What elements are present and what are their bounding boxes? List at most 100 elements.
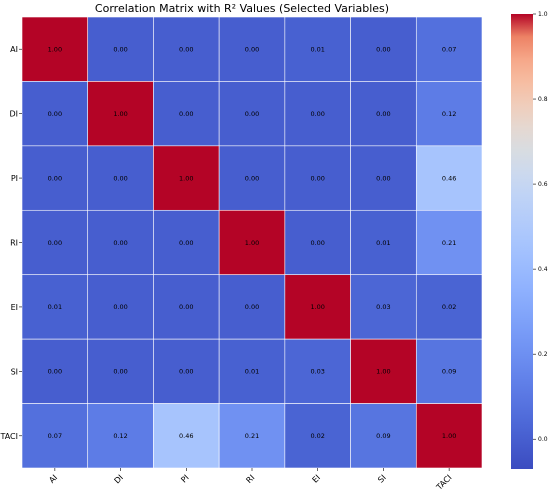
heatmap-cell-DI-EI xyxy=(284,81,351,147)
x-tick-label: PI xyxy=(179,473,190,484)
cell-value-label: 0.00 xyxy=(310,110,324,118)
cell-value-label: 1.00 xyxy=(179,174,193,182)
colorbar-tick-label: 0.6 xyxy=(538,181,548,188)
heatmap-cell-AI-AI xyxy=(21,16,89,82)
cell-value-label: 0.01 xyxy=(310,46,324,54)
cell-value-label: 0.09 xyxy=(376,432,390,440)
cell-value-label: 0.01 xyxy=(245,368,259,376)
cell-value-label: 0.00 xyxy=(179,46,193,54)
x-tick-label: EI xyxy=(311,473,323,485)
heatmap-cell-PI-DI xyxy=(87,145,154,211)
cell-value-label: 0.03 xyxy=(376,303,390,311)
heatmap-cell-RI-TACI xyxy=(415,209,483,276)
heatmap-cell-SI-DI xyxy=(87,338,154,404)
heatmap-cell-AI-SI xyxy=(350,16,417,82)
heatmap-cell-AI-EI xyxy=(284,16,351,82)
x-tick-label: AI xyxy=(47,473,59,485)
cell-value-label: 0.00 xyxy=(376,110,390,118)
y-tick-label: RI xyxy=(10,239,18,248)
cell-value-label: 0.00 xyxy=(245,303,259,311)
heatmap-cell-PI-EI xyxy=(284,145,351,211)
cell-value-label: 0.00 xyxy=(245,174,259,182)
cell-value-label: 0.00 xyxy=(376,174,390,182)
heatmap-cell-AI-DI xyxy=(87,16,154,82)
heatmap-cell-RI-SI xyxy=(350,209,417,276)
cell-value-label: 1.00 xyxy=(310,303,324,311)
cell-value-label: 0.00 xyxy=(179,368,193,376)
heatmap-cell-SI-PI xyxy=(153,338,220,404)
heatmap-cell-PI-TACI xyxy=(415,145,483,211)
x-tick-label: DI xyxy=(113,473,125,485)
heatmap-cell-DI-TACI xyxy=(415,81,483,147)
cell-value-label: 0.00 xyxy=(179,110,193,118)
heatmap-cell-RI-RI xyxy=(218,209,286,276)
x-tick-label: RI xyxy=(244,473,256,485)
cell-value-label: 1.00 xyxy=(442,432,456,440)
cell-value-label: 0.00 xyxy=(113,239,127,247)
x-tick-label: SI xyxy=(376,473,388,485)
heatmap-cell-EI-TACI xyxy=(415,274,483,340)
cell-value-label: 0.00 xyxy=(48,239,62,247)
y-tick-label: SI xyxy=(11,367,18,376)
cell-value-label: 0.01 xyxy=(376,239,390,247)
colorbar-tick-label: 0.8 xyxy=(538,96,548,103)
cell-value-label: 0.07 xyxy=(48,432,62,440)
heatmap-cell-RI-AI xyxy=(21,209,89,276)
x-tick-label: TACI xyxy=(434,473,453,492)
cell-value-label: 0.02 xyxy=(442,303,456,311)
cell-value-label: 0.00 xyxy=(245,46,259,54)
heatmap-cell-PI-RI xyxy=(218,145,286,211)
cell-value-label: 0.07 xyxy=(442,46,456,54)
y-tick-label: EI xyxy=(11,303,18,312)
heatmap-cell-labels: 1.00 0.00 0.00 0.00 0.01 0.00 0.07 0.00 1.00 0.00… xyxy=(48,46,457,441)
colorbar: 0.0 0.2 0.4 0.6 0.8 1.0 xyxy=(511,11,548,469)
cell-value-label: 0.09 xyxy=(442,368,456,376)
heatmap-cell-SI-RI xyxy=(218,338,286,404)
cell-value-label: 0.03 xyxy=(310,368,324,376)
colorbar-tick-label: 0.0 xyxy=(538,436,548,443)
heatmap-cell-DI-AI xyxy=(21,81,89,147)
heatmap-cell-TACI-PI xyxy=(153,403,220,469)
y-tick-label: DI xyxy=(9,110,18,119)
colorbar-tick-label: 0.4 xyxy=(538,266,548,273)
x-axis-ticks: AI DI PI RI EI SI TACI xyxy=(47,468,454,493)
y-tick-label: AI xyxy=(10,45,18,54)
heatmap-cell-AI-RI xyxy=(218,16,286,82)
cell-value-label: 0.00 xyxy=(113,368,127,376)
heatmap-cell-RI-DI xyxy=(87,209,154,276)
cell-value-label: 0.00 xyxy=(113,303,127,311)
cell-value-label: 0.00 xyxy=(310,174,324,182)
cell-value-label: 0.12 xyxy=(442,110,456,118)
cell-value-label: 0.00 xyxy=(113,46,127,54)
heatmap-cell-EI-PI xyxy=(153,274,220,340)
cell-value-label: 0.46 xyxy=(179,432,193,440)
cell-value-label: 0.00 xyxy=(48,110,62,118)
cell-value-label: 1.00 xyxy=(245,239,259,247)
cell-value-label: 0.00 xyxy=(376,46,390,54)
cell-value-label: 0.00 xyxy=(48,368,62,376)
heatmap-cell-SI-TACI xyxy=(415,338,483,404)
heatmap-cell-EI-AI xyxy=(21,274,89,340)
cell-value-label: 0.00 xyxy=(113,174,127,182)
y-tick-label: TACI xyxy=(0,432,18,441)
colorbar-gradient xyxy=(511,14,533,469)
cell-value-label: 0.01 xyxy=(48,303,62,311)
heatmap-cell-AI-PI xyxy=(153,16,220,82)
heatmap-cell-SI-EI xyxy=(284,338,351,404)
heatmap-cells xyxy=(21,16,483,469)
cell-value-label: 1.00 xyxy=(48,46,62,54)
colorbar-tick-label: 0.2 xyxy=(538,351,548,358)
cell-value-label: 0.12 xyxy=(113,432,127,440)
heatmap-cell-PI-AI xyxy=(21,145,89,211)
cell-value-label: 1.00 xyxy=(113,110,127,118)
cell-value-label: 0.46 xyxy=(442,174,456,182)
heatmap-cell-SI-AI xyxy=(21,338,89,404)
heatmap-cell-TACI-TACI xyxy=(415,403,483,469)
cell-value-label: 1.00 xyxy=(376,368,390,376)
heatmap-cell-PI-SI xyxy=(350,145,417,211)
y-axis-ticks: AI DI PI RI EI SI TACI xyxy=(0,45,22,441)
cell-value-label: 0.00 xyxy=(48,174,62,182)
cell-value-label: 0.00 xyxy=(245,110,259,118)
y-tick-label: PI xyxy=(11,174,18,183)
